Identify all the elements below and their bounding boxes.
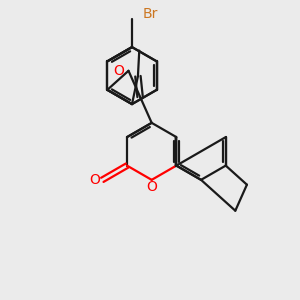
Text: O: O — [113, 64, 124, 78]
Text: O: O — [146, 180, 157, 194]
Text: Br: Br — [142, 7, 158, 21]
Text: O: O — [89, 173, 100, 187]
